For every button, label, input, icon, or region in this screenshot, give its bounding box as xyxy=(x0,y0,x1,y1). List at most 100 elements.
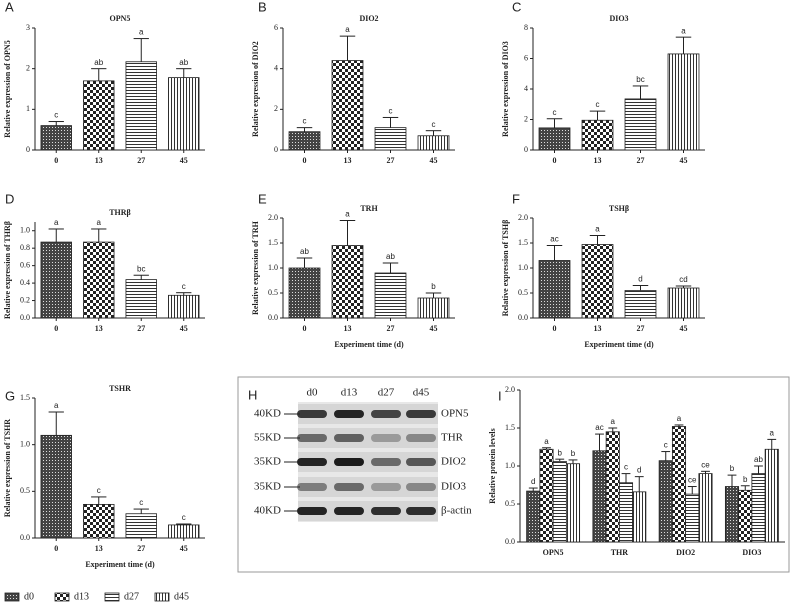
blot-band xyxy=(334,410,364,418)
y-tick-label: 0.8 xyxy=(20,243,30,252)
bar xyxy=(374,127,407,151)
blot-band xyxy=(371,410,401,418)
significance-letter: c xyxy=(54,111,58,120)
protein-label: DIO3 xyxy=(441,481,467,493)
lane-label: d27 xyxy=(378,387,395,399)
x-tick-label: 27 xyxy=(387,156,395,165)
blot-band xyxy=(406,434,436,442)
legend-swatch xyxy=(4,592,20,602)
significance-letter: a xyxy=(611,417,616,426)
blot-band xyxy=(334,507,364,515)
panel-letter: F xyxy=(512,191,520,206)
bar xyxy=(526,490,541,543)
bar xyxy=(624,98,657,151)
y-tick-label: 2 xyxy=(26,63,30,72)
y-tick-label: 2.0 xyxy=(505,385,515,394)
lane-label: d45 xyxy=(413,387,430,399)
significance-letter: cd xyxy=(679,275,687,284)
significance-letter: bc xyxy=(137,264,145,273)
lane-label: d13 xyxy=(341,387,358,399)
bar xyxy=(624,290,657,319)
y-tick-label: 2.0 xyxy=(518,213,528,222)
bar xyxy=(751,473,766,543)
bar xyxy=(539,448,554,543)
significance-letter: ab xyxy=(94,58,103,67)
y-tick-label: 1.5 xyxy=(505,423,515,432)
bar xyxy=(125,513,157,539)
bar xyxy=(288,131,321,151)
bar xyxy=(592,450,607,543)
chart-title: OPN5 xyxy=(110,14,131,23)
significance-letter: d xyxy=(638,275,642,284)
y-tick-label: 1.0 xyxy=(505,461,515,470)
bar xyxy=(40,434,72,539)
bar xyxy=(552,461,567,543)
bar xyxy=(168,524,200,539)
significance-letter: c xyxy=(664,441,668,450)
significance-letter: c xyxy=(553,108,557,117)
x-tick-label: 0 xyxy=(54,156,58,165)
bar xyxy=(671,426,687,543)
panel-frame xyxy=(237,376,790,573)
x-axis-label: Experiment time (d) xyxy=(584,340,654,349)
bar xyxy=(83,80,115,151)
significance-letter: ab xyxy=(300,247,309,256)
bar xyxy=(667,53,700,151)
blot-band xyxy=(371,507,401,515)
significance-letter: d xyxy=(531,477,535,486)
y-axis-label: Relative expression of THRβ xyxy=(3,221,12,319)
significance-letter: c xyxy=(139,498,143,507)
y-tick-label: 4 xyxy=(274,63,278,72)
significance-letter: a xyxy=(770,429,775,438)
size-label: 55KD xyxy=(254,432,281,444)
bar xyxy=(288,267,321,319)
significance-letter: ab xyxy=(179,58,188,67)
bar xyxy=(538,127,571,151)
x-tick-label: 45 xyxy=(430,324,438,333)
x-tick-label: 45 xyxy=(680,324,688,333)
bar xyxy=(417,135,450,151)
x-tick-label: 27 xyxy=(137,544,145,553)
x-tick-label: 27 xyxy=(637,324,645,333)
y-tick-label: 0.0 xyxy=(20,313,30,322)
significance-letter: ab xyxy=(386,252,395,261)
y-tick-label: 1 xyxy=(26,104,30,113)
bar xyxy=(632,491,647,543)
x-tick-label: 27 xyxy=(387,324,395,333)
bar xyxy=(581,119,614,151)
blot-band xyxy=(371,458,401,466)
size-label: 40KD xyxy=(254,408,281,420)
bar xyxy=(538,260,571,319)
significance-letter: b xyxy=(431,282,436,291)
protein-label: DIO2 xyxy=(441,456,466,468)
chart-title: TSHR xyxy=(109,384,131,393)
y-tick-label: 0.5 xyxy=(20,486,30,495)
bar xyxy=(331,245,364,319)
y-axis-label: Relative expression of TSHβ xyxy=(501,220,510,317)
x-tick-label: THR xyxy=(611,548,629,557)
panel-letter: B xyxy=(258,0,267,14)
significance-letter: d xyxy=(637,466,641,475)
significance-letter: b xyxy=(730,464,735,473)
x-tick-label: DIO3 xyxy=(742,548,761,557)
bar xyxy=(83,503,115,539)
panel-letter: E xyxy=(258,191,267,206)
y-tick-label: 0.0 xyxy=(518,313,528,322)
significance-letter: a xyxy=(677,414,682,423)
legend-label: d13 xyxy=(74,591,89,602)
size-label: 35KD xyxy=(254,456,281,468)
legend-swatch xyxy=(54,592,70,602)
bar xyxy=(698,473,713,543)
bar xyxy=(83,241,115,319)
y-tick-label: 0.5 xyxy=(518,288,528,297)
panel-letter: A xyxy=(5,0,14,14)
x-tick-label: 45 xyxy=(180,544,188,553)
y-axis-label: Relative protein levels xyxy=(488,428,497,503)
blot-strip xyxy=(298,452,438,472)
x-axis-label: Experiment time (d) xyxy=(334,340,404,349)
y-tick-label: 4 xyxy=(524,84,528,93)
significance-letter: ac xyxy=(550,235,558,244)
bar xyxy=(581,244,614,319)
significance-letter: c xyxy=(432,120,436,129)
